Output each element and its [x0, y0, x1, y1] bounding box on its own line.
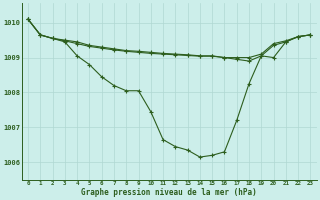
X-axis label: Graphe pression niveau de la mer (hPa): Graphe pression niveau de la mer (hPa) [81, 188, 257, 197]
